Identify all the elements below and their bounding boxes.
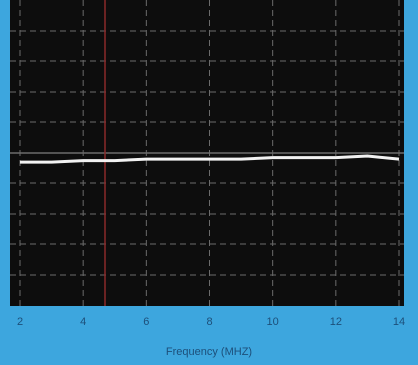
chart: Frequency (MHZ) 2 4 6 8 10 12 14 xyxy=(0,0,418,365)
x-tick-label: 8 xyxy=(206,316,212,328)
x-tick-label: 6 xyxy=(143,316,149,328)
x-tick-label: 2 xyxy=(17,316,23,328)
x-tick-label: 12 xyxy=(330,316,342,328)
x-tick-label: 4 xyxy=(80,316,86,328)
x-axis-label: Frequency (MHZ) xyxy=(166,346,252,358)
x-tick-label: 14 xyxy=(393,316,405,328)
x-tick-label: 10 xyxy=(267,316,279,328)
page: {"chart_data": {"type": "line", "xlabel"… xyxy=(0,0,418,365)
